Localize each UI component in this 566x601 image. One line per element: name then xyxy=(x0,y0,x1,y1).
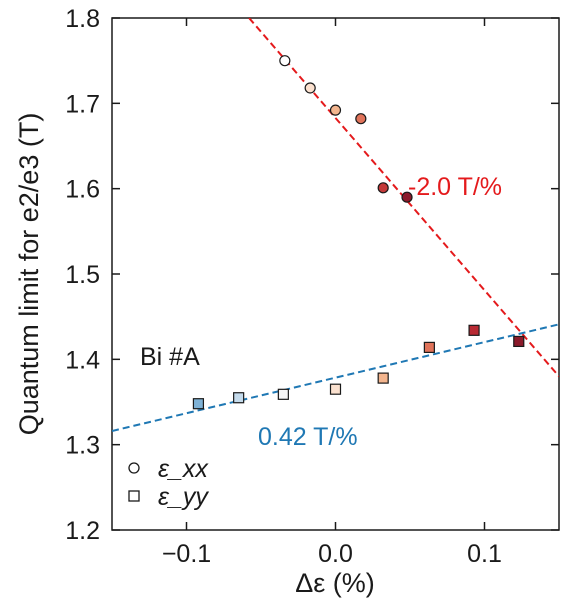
fit-line-yy xyxy=(112,323,559,432)
legend-label-xx: ε_xx xyxy=(158,455,209,483)
point-exx xyxy=(304,82,316,94)
y-tick-label: 1.4 xyxy=(65,346,100,374)
fit-label-yy: 0.42 T/% xyxy=(258,423,358,451)
point-eyy xyxy=(377,372,389,384)
y-tick-label: 1.2 xyxy=(65,517,100,545)
point-eyy xyxy=(468,324,480,336)
point-exx xyxy=(329,104,342,116)
x-tick-label: 0.0 xyxy=(318,540,353,568)
y-tick-label: 1.5 xyxy=(65,261,100,289)
legend: ε_xx ε_yy xyxy=(128,455,209,511)
axis-ticks: −0.1 0.0 0.1 1.2 1.3 1.4 1.5 1.6 1.7 1.8 xyxy=(65,5,559,568)
legend-square-marker xyxy=(128,490,140,502)
point-eyy xyxy=(192,398,205,410)
y-axis-label: Quantum limit for e2/e3 (T) xyxy=(14,113,44,436)
y-tick-label: 1.6 xyxy=(65,176,100,204)
sample-annotation: Bi #A xyxy=(140,343,200,371)
legend-label-yy: ε_yy xyxy=(158,483,209,511)
x-axis-label: Δε (%) xyxy=(295,568,375,598)
fit-label-xx: -2.0 T/% xyxy=(408,173,502,201)
x-tick-label: −0.1 xyxy=(162,540,211,568)
point-exx xyxy=(279,55,291,67)
x-tick-label: 0.1 xyxy=(467,540,502,568)
point-exx xyxy=(401,191,413,203)
point-eyy xyxy=(329,383,342,395)
point-eyy xyxy=(277,388,289,400)
y-tick-label: 1.3 xyxy=(65,432,100,460)
y-tick-label: 1.7 xyxy=(65,90,100,118)
point-eyy xyxy=(513,335,525,348)
legend-circle-marker xyxy=(128,462,140,474)
point-eyy xyxy=(423,341,435,353)
point-exx xyxy=(377,182,389,194)
data-points xyxy=(192,55,525,410)
y-tick-label: 1.8 xyxy=(65,5,100,33)
point-eyy xyxy=(233,392,245,404)
point-exx xyxy=(355,113,367,125)
plot-frame xyxy=(111,17,560,531)
